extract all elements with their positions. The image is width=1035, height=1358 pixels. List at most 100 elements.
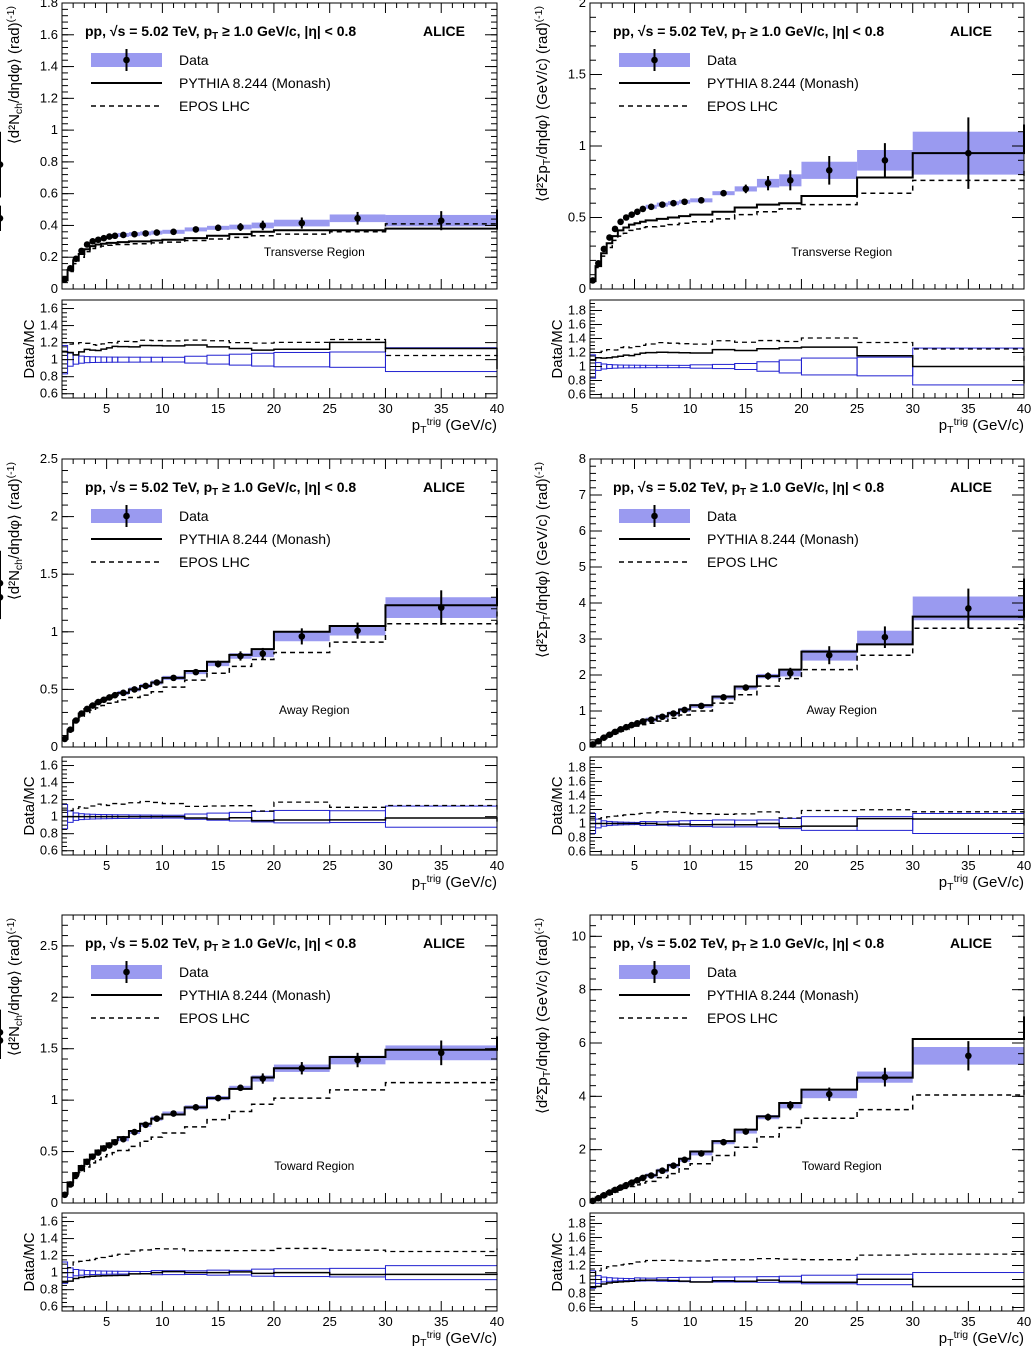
- data-point: [437, 217, 445, 224]
- pythia-curve: [62, 1036, 498, 1195]
- data-point: [647, 716, 655, 723]
- y-tick-label: 8: [579, 451, 586, 466]
- data-point: [214, 224, 222, 232]
- ratio-y-tick-label: 1.2: [40, 1248, 58, 1263]
- legend-data-marker: [123, 56, 130, 64]
- data-point: [606, 731, 613, 739]
- legend-label: EPOS LHC: [707, 1010, 778, 1026]
- ratio-y-axis-title: Data/MC: [549, 776, 566, 835]
- y-tick-label: 1: [579, 138, 586, 153]
- experiment-label: ALICE: [423, 479, 465, 495]
- data-point: [89, 702, 96, 709]
- data-point: [131, 1128, 138, 1136]
- data-point: [214, 660, 222, 668]
- y-tick-label: 1: [51, 122, 58, 137]
- data-point: [106, 233, 113, 240]
- panel-2: 0 0.5 1 1.5 2 ⟨d²ΣpT​/dηdφ⟩ (GeV/c) (rad)(-1)…: [0, 0, 1031, 436]
- x-tick-label: 40: [1017, 858, 1031, 873]
- ratio-error-box: [94, 356, 102, 363]
- ratio-frame: [61, 299, 498, 399]
- ratio-y-tick-label: 1: [51, 352, 58, 367]
- data-point: [965, 1052, 972, 1060]
- data-point: [131, 230, 138, 238]
- legend-label: EPOS LHC: [707, 98, 778, 114]
- y-tick-label: 2: [51, 509, 58, 524]
- data-point: [628, 721, 636, 729]
- x-tick-label: 30: [378, 1314, 392, 1329]
- ratio-y-tick-label: 1.6: [40, 1214, 58, 1229]
- ratio-y-tick-label: 0.8: [40, 1282, 58, 1297]
- data-point: [237, 1084, 244, 1092]
- ratio-error-box: [83, 1270, 91, 1276]
- ratio-error-box: [106, 356, 113, 363]
- ratio-error-box: [656, 364, 669, 369]
- ratio-frame: [589, 299, 1025, 399]
- data-point: [600, 1191, 608, 1199]
- data-point: [697, 702, 705, 710]
- x-tick-label: 30: [905, 858, 919, 873]
- data-point: [600, 245, 608, 253]
- header-text: pp, √s = 5.02 TeV, pT​ ≥ 1.0 GeV/c, |η| …: [85, 23, 356, 42]
- ratio-error-box: [756, 361, 780, 372]
- y-tick-label: 0: [51, 281, 58, 296]
- ratio-error-box: [800, 357, 858, 376]
- data-point: [825, 1090, 833, 1098]
- legend-label: Data: [707, 52, 737, 68]
- data-point: [622, 214, 630, 221]
- y-tick-label: 0.5: [568, 210, 586, 225]
- ratio-error-box: [711, 363, 736, 370]
- experiment-label: ALICE: [423, 935, 465, 951]
- ratio-frame: [589, 1212, 1025, 1312]
- data-point: [965, 149, 972, 157]
- experiment-label: ALICE: [950, 23, 992, 39]
- ratio-error-box: [251, 352, 275, 367]
- ratio-y-tick-label: 0.6: [568, 387, 586, 402]
- ratio-pythia-curve: [590, 1278, 1025, 1289]
- data-point: [600, 734, 608, 741]
- ratio-error-box: [606, 364, 613, 369]
- data-point: [94, 1149, 102, 1156]
- data-point: [111, 232, 119, 240]
- ratio-y-tick-label: 1.2: [568, 345, 586, 360]
- ratio-error-box: [912, 813, 1025, 834]
- data-point: [595, 259, 602, 267]
- y-tick-label: 1: [51, 1092, 58, 1107]
- x-tick-label: 5: [103, 858, 110, 873]
- data-point: [0, 161, 4, 168]
- x-tick-label: 10: [155, 1314, 169, 1329]
- ratio-error-box: [94, 1270, 102, 1275]
- ratio-error-box: [645, 364, 658, 369]
- ratio-error-box: [106, 1270, 113, 1275]
- ratio-y-tick-label: 0.8: [568, 373, 586, 388]
- y-tick-label: 0.8: [40, 154, 58, 169]
- data-point: [89, 238, 96, 245]
- x-axis-title: pT​trig​ (GeV/c): [939, 416, 1024, 436]
- ratio-error-box: [111, 1270, 119, 1275]
- x-tick-label: 10: [683, 1314, 697, 1329]
- ratio-error-box: [89, 356, 96, 363]
- ratio-error-box: [150, 356, 163, 363]
- data-point: [120, 231, 127, 239]
- panel-4: 0 1 2 3 4 5 6 7 8 ⟨d²ΣpT​/dηdφ⟩ (GeV/c) (rad)(-1)…: [0, 451, 1031, 893]
- x-tick-label: 25: [850, 1314, 864, 1329]
- y-tick-label: 2: [579, 0, 586, 10]
- ratio-y-tick-label: 1.2: [40, 792, 58, 807]
- ratio-error-box: [206, 354, 230, 365]
- ratio-pythia-curve: [590, 817, 1025, 828]
- y-tick-label: 2: [51, 989, 58, 1004]
- data-point: [965, 605, 972, 612]
- data-point: [589, 277, 597, 284]
- ratio-y-tick-label: 0.8: [40, 369, 58, 384]
- data-point: [259, 1075, 267, 1082]
- legend-label: PYTHIA 8.244 (Monash): [707, 75, 859, 91]
- data-point: [153, 679, 161, 686]
- ratio-y-tick-label: 1.2: [568, 802, 586, 817]
- y-tick-label: 6: [579, 523, 586, 538]
- legend-label: Data: [179, 964, 209, 980]
- data-point: [214, 1094, 222, 1102]
- ratio-error-box: [634, 364, 641, 369]
- data-point: [0, 214, 4, 222]
- y-tick-label: 4: [579, 595, 586, 610]
- data-point: [681, 198, 688, 206]
- ratio-y-tick-label: 0.8: [40, 826, 58, 841]
